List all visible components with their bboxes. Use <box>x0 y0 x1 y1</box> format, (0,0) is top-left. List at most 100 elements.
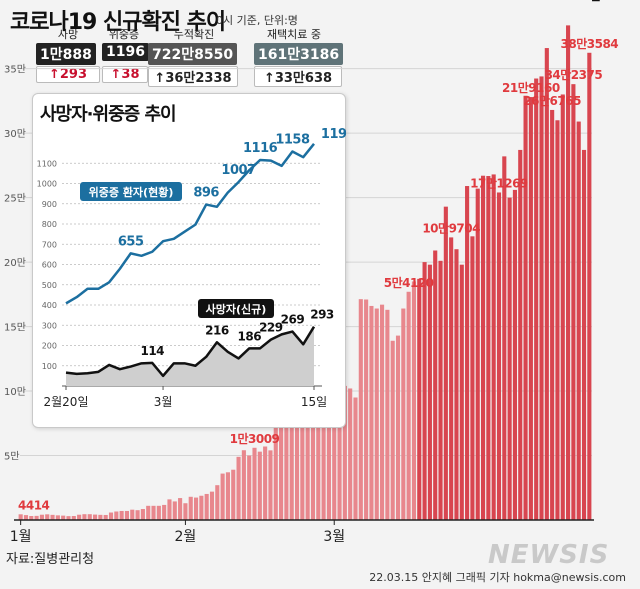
bar <box>459 264 464 520</box>
bar <box>470 236 475 520</box>
inset-x-tick-label: 2월20일 <box>44 395 89 409</box>
inset-x-tick-label: 15일 <box>301 395 327 409</box>
newsis-logo: NEWSIS <box>488 540 610 570</box>
inset-y-tick-label: 300 <box>42 321 57 330</box>
page-title: 코로나19 신규확진 추이 <box>10 10 226 35</box>
inset-y-tick-label: 400 <box>42 301 57 310</box>
bar <box>209 491 215 520</box>
bar <box>146 505 151 520</box>
bar <box>342 385 347 520</box>
bar <box>380 304 385 520</box>
bar <box>348 388 353 520</box>
bar <box>550 109 555 521</box>
bar <box>454 249 459 521</box>
bar <box>566 25 571 520</box>
bar <box>406 291 411 520</box>
stat-label-deaths: 사망 <box>57 28 79 41</box>
source-note: 자료:질병관리청 <box>6 552 95 567</box>
inset-y-tick-label: 100 <box>42 362 57 371</box>
deaths-series-badge: 사망자(신규) <box>198 299 274 318</box>
bar <box>491 174 496 520</box>
bar <box>560 94 565 520</box>
inset-y-tick-label: 900 <box>42 200 57 209</box>
deaths-badge-bg <box>198 299 274 318</box>
x-tick-label: 3월 <box>323 529 345 545</box>
deaths-area <box>66 326 314 386</box>
page-subtitle: 0시 기준, 단위:명 <box>216 14 298 27</box>
stat-label-critical: 위중증 <box>108 28 140 41</box>
bar <box>273 403 278 520</box>
bar <box>167 499 172 520</box>
bar <box>215 485 220 520</box>
bar <box>316 392 321 520</box>
bar <box>241 450 246 520</box>
bar <box>284 388 289 520</box>
x-tick-label: 2월 <box>175 529 197 545</box>
y-tick-label: 15만 <box>4 322 26 334</box>
bar <box>486 176 491 520</box>
bar <box>140 509 145 520</box>
bar <box>332 384 337 520</box>
bar <box>135 510 140 520</box>
bar <box>34 515 39 520</box>
bar <box>66 516 71 520</box>
stat-value-deaths: 1만888 <box>36 43 96 65</box>
bar <box>93 514 98 520</box>
bar <box>576 121 581 520</box>
deaths-value-label: 269 <box>281 313 305 327</box>
bar <box>305 397 310 520</box>
x-tick-label: 1월 <box>10 529 32 545</box>
bar <box>225 472 230 520</box>
bar <box>465 186 470 521</box>
deaths-value-label: 216 <box>205 323 229 337</box>
bar <box>82 514 87 520</box>
bar-value-label: 38만3584 <box>561 36 619 51</box>
bar <box>496 192 502 520</box>
inset-y-tick-label: 1100 <box>37 159 57 168</box>
deaths-value-label: 186 <box>238 329 262 343</box>
stat-value-cumulative: 722만8550 <box>148 43 238 65</box>
bar <box>77 514 82 520</box>
critical-value-label: 1007 <box>221 163 256 178</box>
inset-y-tick-label: 800 <box>42 220 57 229</box>
inset-y-tick-label: 600 <box>42 261 57 270</box>
deaths-badge-label: 사망자(신규) <box>206 302 267 316</box>
bar <box>257 451 262 520</box>
bar <box>358 299 363 520</box>
bar <box>199 495 204 520</box>
inset-y-tick-label: 500 <box>42 281 57 290</box>
bar <box>108 512 114 520</box>
bar <box>433 250 438 520</box>
y-tick-label: 20만 <box>4 257 26 269</box>
bar <box>534 78 539 520</box>
bar <box>103 514 108 520</box>
bar <box>156 505 161 520</box>
bar <box>449 237 454 521</box>
deaths-value-label: 293 <box>310 308 334 322</box>
bar-value-label: 34만2375 <box>545 67 603 82</box>
bar <box>310 384 316 520</box>
bar <box>353 397 358 520</box>
bar <box>39 514 44 520</box>
bar <box>204 493 209 520</box>
bar <box>390 340 395 520</box>
bar <box>518 149 523 520</box>
y-tick-label: 10만 <box>4 386 26 398</box>
bar <box>539 76 544 520</box>
critical-series-badge: 위중증 환자(현황) <box>80 182 182 201</box>
bar <box>130 509 135 520</box>
stat-value-critical: 1196 <box>102 43 149 61</box>
bar <box>220 473 225 520</box>
critical-value-label: 896 <box>193 186 219 201</box>
bar <box>98 514 103 520</box>
bar <box>581 149 587 520</box>
bar-value-label: 4414 <box>18 498 50 512</box>
bar <box>523 95 528 521</box>
deaths-value-label: 229 <box>259 321 283 335</box>
bar <box>417 278 422 520</box>
bar <box>247 455 252 520</box>
bar <box>45 514 50 520</box>
bar <box>18 514 23 520</box>
stat-delta-cumulative: ↑36만2338 <box>148 66 238 87</box>
